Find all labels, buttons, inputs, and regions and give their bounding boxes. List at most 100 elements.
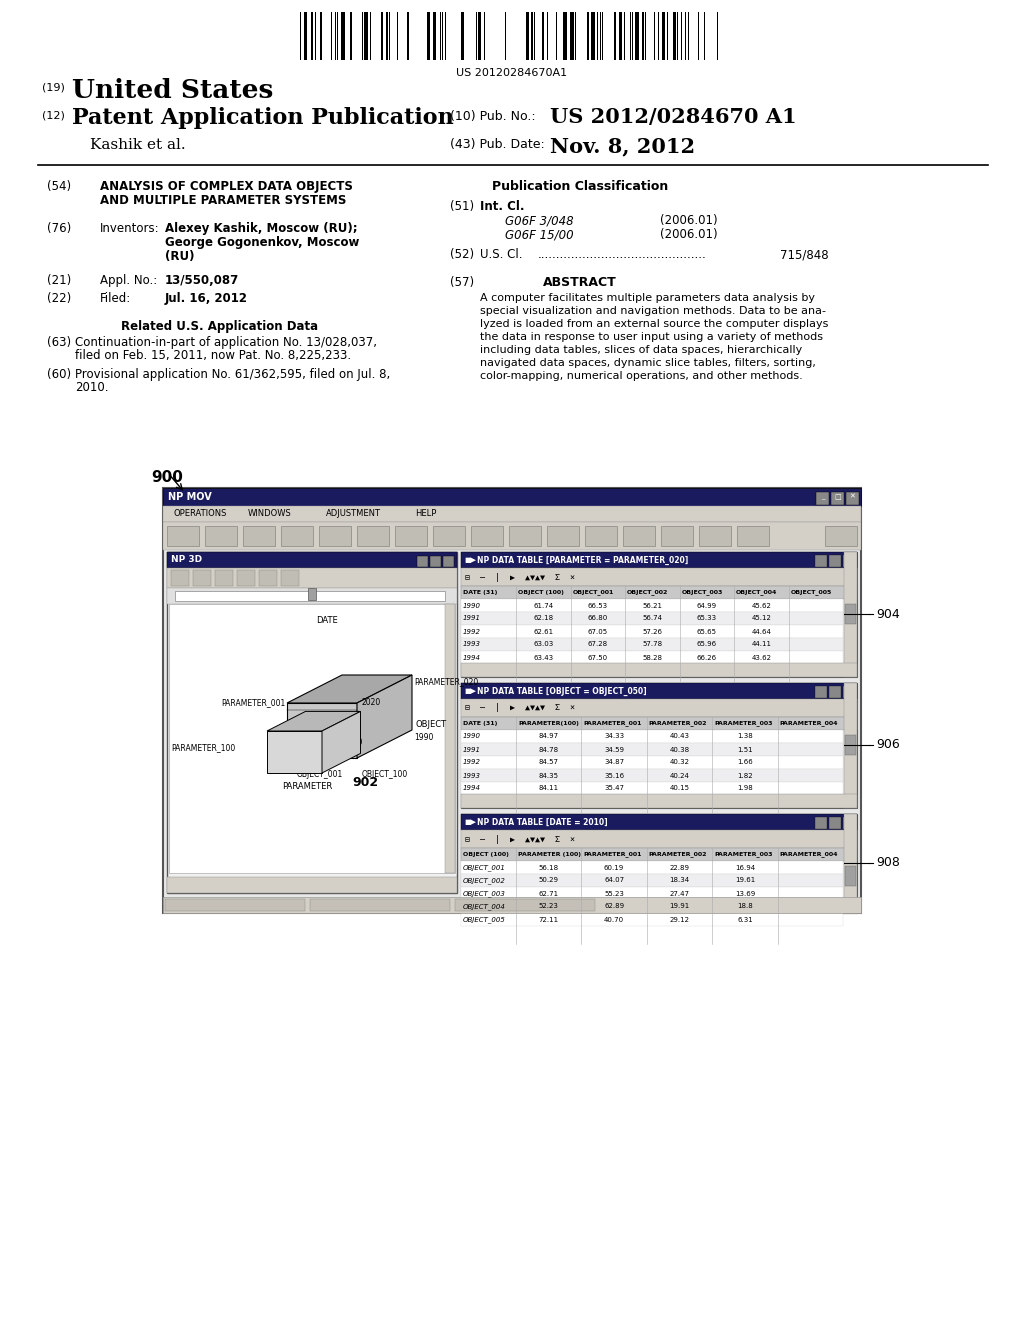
Bar bbox=[461, 900, 843, 913]
Bar bbox=[845, 866, 856, 886]
Bar bbox=[642, 12, 644, 59]
Text: (12): (12) bbox=[42, 110, 65, 120]
Text: 64.99: 64.99 bbox=[696, 602, 717, 609]
Text: (43) Pub. Date:: (43) Pub. Date: bbox=[450, 139, 545, 150]
Text: Int. Cl.: Int. Cl. bbox=[480, 201, 524, 213]
Text: 40.32: 40.32 bbox=[670, 759, 689, 766]
Text: AND MULTIPLE PARAMETER SYSTEMS: AND MULTIPLE PARAMETER SYSTEMS bbox=[100, 194, 346, 207]
Text: NP DATA TABLE [DATE = 2010]: NP DATA TABLE [DATE = 2010] bbox=[477, 817, 607, 826]
Text: Kashik et al.: Kashik et al. bbox=[90, 139, 185, 152]
Text: 1990: 1990 bbox=[414, 733, 433, 742]
Text: 1994: 1994 bbox=[463, 655, 481, 660]
Bar bbox=[163, 506, 861, 521]
Text: 45.62: 45.62 bbox=[752, 602, 771, 609]
Text: DATE (31): DATE (31) bbox=[463, 721, 498, 726]
Text: 67.05: 67.05 bbox=[588, 628, 608, 635]
Text: Jul. 16, 2012: Jul. 16, 2012 bbox=[165, 292, 248, 305]
Text: PARAMETER_001: PARAMETER_001 bbox=[584, 721, 642, 726]
Bar bbox=[445, 605, 455, 873]
Bar bbox=[526, 12, 529, 59]
Bar bbox=[461, 899, 857, 913]
Bar bbox=[662, 525, 693, 546]
Bar bbox=[461, 612, 843, 624]
Text: (RU): (RU) bbox=[165, 249, 195, 263]
Text: 1992: 1992 bbox=[463, 628, 481, 635]
Text: 1.98: 1.98 bbox=[737, 785, 753, 792]
Text: ABSTRACT: ABSTRACT bbox=[543, 276, 616, 289]
Text: 62.61: 62.61 bbox=[534, 628, 553, 635]
Text: PARAMETER(100): PARAMETER(100) bbox=[518, 721, 579, 726]
Text: Provisional application No. 61/362,595, filed on Jul. 8,: Provisional application No. 61/362,595, … bbox=[75, 368, 390, 381]
Bar bbox=[167, 587, 457, 605]
Bar bbox=[175, 591, 445, 601]
Text: color-mapping, numerical operations, and other methods.: color-mapping, numerical operations, and… bbox=[480, 371, 803, 381]
Bar bbox=[461, 717, 857, 730]
Bar bbox=[461, 624, 843, 638]
Bar bbox=[167, 525, 199, 546]
Text: 902: 902 bbox=[352, 776, 378, 789]
Text: 1991: 1991 bbox=[463, 747, 481, 752]
Text: 45.12: 45.12 bbox=[752, 615, 771, 622]
Text: 18.8: 18.8 bbox=[737, 903, 753, 909]
Bar bbox=[281, 570, 299, 586]
Text: 1993: 1993 bbox=[463, 772, 481, 779]
Text: OBJECT_003: OBJECT_003 bbox=[682, 590, 723, 595]
Text: the data in response to user input using a variety of methods: the data in response to user input using… bbox=[480, 333, 823, 342]
Bar bbox=[310, 899, 450, 911]
Text: 22.89: 22.89 bbox=[670, 865, 689, 870]
Bar bbox=[167, 568, 457, 587]
Text: PARAMETER_003: PARAMETER_003 bbox=[714, 851, 773, 858]
Polygon shape bbox=[322, 711, 360, 774]
Text: United States: United States bbox=[72, 78, 273, 103]
Text: OBJECT_050: OBJECT_050 bbox=[317, 738, 364, 747]
Bar bbox=[163, 898, 861, 913]
Text: 1.82: 1.82 bbox=[737, 772, 753, 779]
Text: 35.47: 35.47 bbox=[604, 785, 624, 792]
Text: 67.28: 67.28 bbox=[588, 642, 608, 648]
Text: OBJECT: OBJECT bbox=[415, 719, 446, 729]
Text: PARAMETER_002: PARAMETER_002 bbox=[649, 721, 708, 726]
Bar bbox=[163, 521, 861, 550]
Text: 715/848: 715/848 bbox=[780, 248, 828, 261]
Text: Appl. No.:: Appl. No.: bbox=[100, 275, 158, 286]
Bar bbox=[623, 525, 655, 546]
Text: (21): (21) bbox=[47, 275, 72, 286]
Text: 40.70: 40.70 bbox=[604, 916, 625, 923]
Text: (19): (19) bbox=[42, 82, 65, 92]
Bar bbox=[169, 605, 455, 873]
Bar bbox=[461, 847, 857, 861]
Text: Nov. 8, 2012: Nov. 8, 2012 bbox=[550, 136, 695, 156]
Bar bbox=[281, 525, 313, 546]
Text: Filed:: Filed: bbox=[100, 292, 131, 305]
Text: _: _ bbox=[821, 494, 824, 500]
Text: 1990: 1990 bbox=[463, 602, 481, 609]
Bar bbox=[461, 887, 843, 900]
Bar bbox=[699, 525, 731, 546]
Text: 84.97: 84.97 bbox=[539, 734, 559, 739]
Text: .............................................: ........................................… bbox=[538, 248, 707, 261]
Bar bbox=[815, 817, 827, 829]
Text: 44.64: 44.64 bbox=[752, 628, 771, 635]
Text: US 20120284670A1: US 20120284670A1 bbox=[457, 69, 567, 78]
Text: 58.28: 58.28 bbox=[642, 655, 663, 660]
Text: (57): (57) bbox=[450, 276, 474, 289]
Text: ✕: ✕ bbox=[850, 494, 855, 500]
Bar bbox=[215, 570, 233, 586]
Bar bbox=[193, 570, 211, 586]
Bar bbox=[461, 861, 843, 874]
Text: 65.96: 65.96 bbox=[696, 642, 717, 648]
Bar bbox=[587, 12, 589, 59]
Text: NP 3D: NP 3D bbox=[171, 556, 202, 565]
Text: 1994: 1994 bbox=[463, 785, 481, 792]
Text: OBJECT_003: OBJECT_003 bbox=[463, 890, 506, 896]
Text: (54): (54) bbox=[47, 180, 71, 193]
Text: 57.26: 57.26 bbox=[642, 628, 663, 635]
Bar bbox=[461, 830, 857, 847]
Bar bbox=[461, 599, 843, 612]
Bar bbox=[167, 552, 457, 568]
Text: 1991: 1991 bbox=[463, 615, 481, 622]
Bar bbox=[461, 586, 857, 599]
Text: DATE: DATE bbox=[316, 616, 338, 624]
Text: 84.35: 84.35 bbox=[539, 772, 559, 779]
Bar bbox=[531, 12, 534, 59]
